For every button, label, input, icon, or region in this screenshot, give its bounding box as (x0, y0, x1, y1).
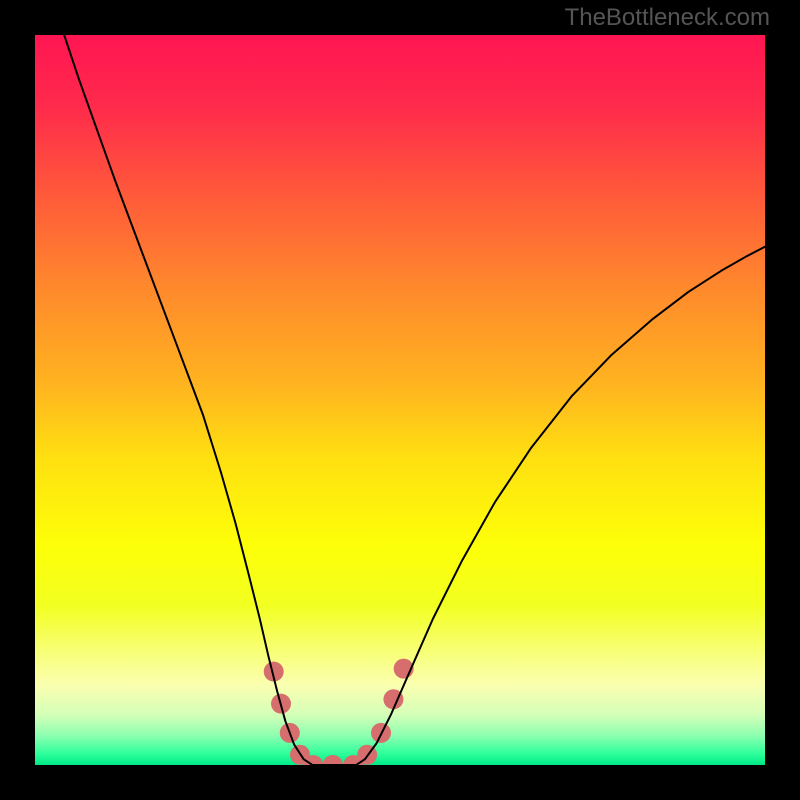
plot-area (35, 35, 765, 765)
chart-stage: TheBottleneck.com (0, 0, 800, 800)
watermark-text: TheBottleneck.com (565, 4, 770, 32)
data-marker (323, 755, 343, 765)
bottleneck-curve (64, 35, 765, 765)
curve-layer (35, 35, 765, 765)
